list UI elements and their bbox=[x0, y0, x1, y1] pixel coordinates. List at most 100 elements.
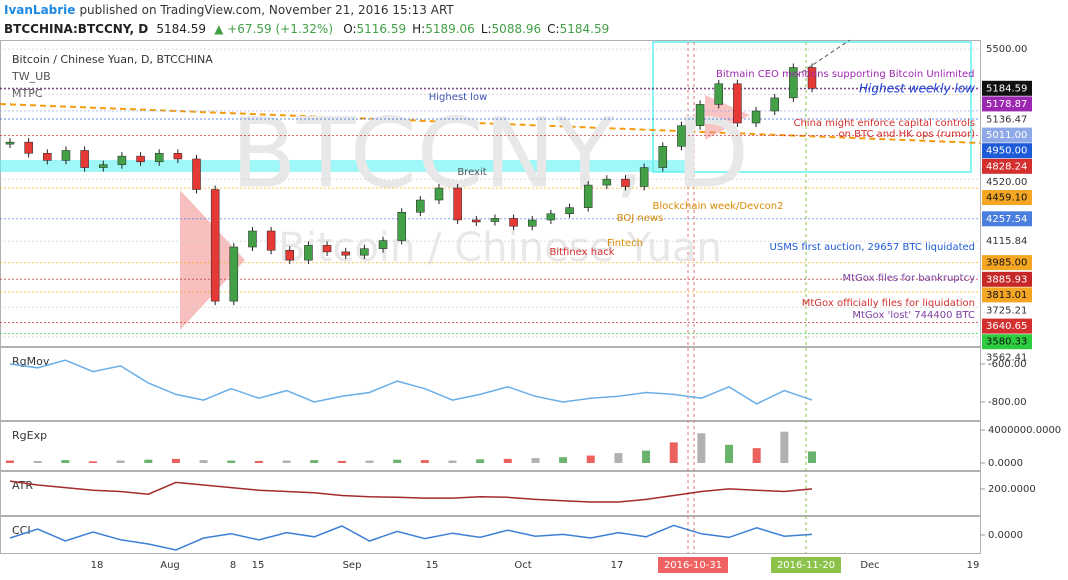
x-tick-label: 2016-11-20 bbox=[777, 560, 835, 571]
indicator-line bbox=[9, 359, 813, 405]
candle bbox=[80, 150, 89, 168]
candle bbox=[416, 199, 425, 213]
candle bbox=[397, 211, 406, 241]
candle bbox=[546, 213, 556, 221]
panel-title: RgMov bbox=[12, 355, 50, 368]
price-label: 4950.00 bbox=[986, 146, 1027, 157]
candle bbox=[602, 178, 612, 186]
price-label: 3580.33 bbox=[986, 337, 1027, 348]
candle bbox=[248, 230, 257, 248]
y-tick-label: -800.00 bbox=[988, 397, 1027, 408]
x-tick-label: 8 bbox=[230, 560, 236, 571]
ohlc-key: H: bbox=[412, 22, 425, 36]
annotation: Brexit bbox=[457, 167, 486, 178]
panel-title: RgExp bbox=[12, 429, 47, 442]
candle bbox=[434, 187, 444, 201]
volume-bar bbox=[780, 431, 789, 463]
ohlc-key: O: bbox=[343, 22, 356, 36]
ohlc-value: 5116.59 bbox=[356, 22, 406, 36]
annotation: Bitmain CEO mentions supporting Bitcoin … bbox=[716, 69, 975, 80]
last: 5184.59 bbox=[156, 22, 206, 36]
annotation: Blockchain week/Devcon2 bbox=[652, 201, 783, 212]
price-label-bg bbox=[982, 302, 1032, 318]
price-label: 3725.21 bbox=[986, 305, 1027, 316]
legend-item: TW_UB bbox=[11, 70, 51, 83]
watermark: BTCCNY, D bbox=[231, 97, 749, 209]
legend-item: MTPC bbox=[12, 87, 43, 100]
x-tick-label: Dec bbox=[860, 560, 879, 571]
price-label: 5500.00 bbox=[986, 44, 1027, 55]
volume-bar bbox=[503, 458, 512, 463]
price-label-bg bbox=[982, 190, 1032, 206]
panel-title: ATR bbox=[12, 479, 33, 492]
volume-bar bbox=[310, 460, 319, 463]
price-label-bg bbox=[982, 127, 1032, 143]
price-label: 5178.87 bbox=[986, 99, 1027, 110]
watermark: Bitcoin / Chinese Yuan bbox=[278, 225, 722, 271]
annotation: BOJ news bbox=[617, 213, 664, 224]
candle bbox=[509, 218, 518, 227]
candle bbox=[341, 251, 350, 256]
x-tick-label: 18 bbox=[91, 560, 104, 571]
candle bbox=[807, 67, 817, 89]
candle bbox=[770, 97, 779, 112]
ohlc-key: L: bbox=[481, 22, 492, 36]
volume-bar bbox=[282, 460, 291, 463]
ohlc-value: 5189.06 bbox=[425, 22, 475, 36]
candle bbox=[304, 245, 313, 261]
price-label-bg bbox=[982, 80, 1032, 96]
volume-bar bbox=[752, 448, 761, 463]
annotation: MtGox files for bankruptcy bbox=[843, 273, 976, 284]
candle bbox=[714, 83, 723, 105]
price-label: 5136.47 bbox=[986, 115, 1027, 126]
candle bbox=[117, 155, 127, 165]
candle bbox=[43, 153, 52, 161]
price-label-bg bbox=[982, 334, 1032, 350]
candle bbox=[658, 146, 668, 168]
candle bbox=[210, 189, 220, 302]
price-label: 5011.00 bbox=[986, 130, 1027, 141]
x-tick-label: 17 bbox=[611, 560, 624, 571]
price-label-bg bbox=[982, 271, 1032, 287]
volume-bar bbox=[227, 460, 236, 463]
candle bbox=[136, 155, 145, 163]
candle bbox=[360, 248, 369, 256]
candle bbox=[154, 153, 164, 163]
candle bbox=[583, 184, 593, 208]
x-tick-label: Sep bbox=[343, 560, 362, 571]
candle bbox=[453, 187, 462, 221]
volume-bar bbox=[669, 442, 678, 463]
author[interactable]: IvanLabrie bbox=[4, 3, 75, 17]
projection bbox=[789, 39, 851, 81]
annotation: Bitfinex hack bbox=[549, 247, 614, 258]
price-label: 4828.24 bbox=[986, 161, 1027, 172]
candle bbox=[789, 67, 798, 99]
price-label: 3640.65 bbox=[986, 321, 1027, 332]
volume-bar bbox=[697, 433, 706, 463]
candle bbox=[695, 104, 705, 126]
annotation: Fintech bbox=[607, 238, 643, 249]
volume-bar bbox=[476, 459, 485, 463]
volume-bar bbox=[254, 460, 263, 463]
price-label: 4520.00 bbox=[986, 177, 1027, 188]
price-label-bg bbox=[982, 287, 1032, 303]
candle bbox=[677, 125, 686, 147]
volume-bar bbox=[337, 460, 346, 463]
candle bbox=[173, 153, 183, 160]
price-label: 5184.59 bbox=[986, 83, 1027, 94]
price-label-bg bbox=[982, 255, 1032, 271]
candle bbox=[472, 219, 481, 223]
price-label: 4459.10 bbox=[986, 193, 1027, 204]
volume-bar bbox=[61, 460, 70, 463]
y-tick-label: 200.0000 bbox=[988, 484, 1036, 495]
candle bbox=[266, 230, 276, 251]
volume-bar bbox=[365, 460, 374, 463]
volume-bar bbox=[171, 458, 180, 463]
price-label-bg bbox=[982, 349, 1032, 365]
annotation: USMS first auction, 29657 BTC liquidated bbox=[770, 242, 975, 253]
header-line: IvanLabrie published on TradingView.com, … bbox=[4, 3, 454, 17]
candle bbox=[378, 240, 388, 249]
annotation: on BTC and HK ops (rumor) bbox=[838, 129, 975, 140]
candle bbox=[322, 245, 332, 253]
volume-bar bbox=[725, 444, 734, 463]
